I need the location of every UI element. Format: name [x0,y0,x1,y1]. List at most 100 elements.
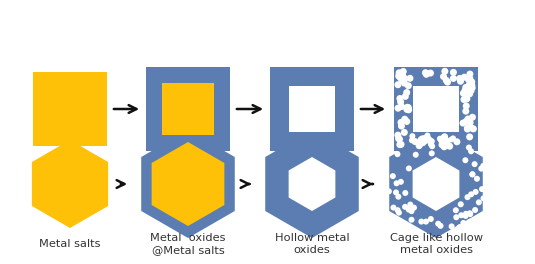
Circle shape [439,141,446,148]
Circle shape [416,142,423,149]
Circle shape [466,145,472,150]
Circle shape [486,186,492,192]
Circle shape [401,129,408,136]
Circle shape [390,173,396,179]
Circle shape [460,120,467,127]
Circle shape [463,95,470,102]
Circle shape [409,137,415,143]
Circle shape [461,74,468,81]
Circle shape [396,136,403,143]
Circle shape [468,125,475,132]
Circle shape [421,135,427,142]
Circle shape [450,135,456,142]
Circle shape [467,70,473,78]
Circle shape [423,71,430,78]
Circle shape [444,138,450,144]
Circle shape [438,223,444,229]
Polygon shape [389,130,483,238]
Circle shape [416,141,423,148]
Circle shape [479,186,485,192]
Circle shape [422,135,429,142]
Circle shape [394,81,401,88]
Circle shape [428,138,435,145]
Circle shape [399,71,406,78]
Circle shape [469,171,476,177]
Circle shape [464,125,471,132]
Circle shape [405,106,412,113]
Circle shape [399,77,406,84]
Circle shape [394,105,402,112]
Circle shape [467,211,473,217]
Circle shape [401,75,408,82]
Polygon shape [412,157,460,211]
Circle shape [409,133,415,139]
Circle shape [457,78,464,85]
Circle shape [397,98,404,106]
Circle shape [464,126,471,133]
Circle shape [398,119,404,126]
Circle shape [466,133,473,140]
Circle shape [462,108,469,115]
Circle shape [407,75,414,82]
Circle shape [398,103,405,110]
Circle shape [437,136,443,142]
Circle shape [456,230,462,235]
Circle shape [456,75,463,82]
Circle shape [440,135,446,141]
Circle shape [396,95,403,102]
Circle shape [381,182,387,188]
Circle shape [418,135,425,143]
Circle shape [398,179,404,185]
Circle shape [456,224,462,230]
Circle shape [478,166,484,172]
Circle shape [396,210,402,216]
Circle shape [460,90,467,97]
Circle shape [469,84,476,91]
Circle shape [418,219,424,225]
Circle shape [467,119,473,126]
Circle shape [472,207,478,213]
Circle shape [403,118,410,125]
Circle shape [461,220,467,226]
Circle shape [453,138,461,145]
Circle shape [462,87,469,94]
Circle shape [400,68,407,75]
Circle shape [446,143,453,150]
Circle shape [406,166,412,171]
Circle shape [395,194,401,200]
Bar [270,67,354,151]
Circle shape [474,176,480,182]
Circle shape [462,84,469,91]
Circle shape [448,223,455,229]
Circle shape [409,208,415,214]
Polygon shape [265,130,359,238]
Circle shape [463,211,469,217]
Circle shape [401,80,408,87]
Circle shape [435,221,441,227]
Circle shape [480,163,486,169]
Circle shape [404,104,411,111]
Circle shape [423,137,430,144]
Circle shape [462,157,468,163]
Circle shape [472,189,479,195]
Circle shape [472,161,478,167]
Circle shape [457,224,463,230]
Circle shape [395,69,402,76]
Circle shape [402,190,408,196]
Circle shape [396,70,403,77]
Text: Metal  oxides
@Metal salts: Metal oxides @Metal salts [150,233,226,255]
Circle shape [467,210,473,216]
Circle shape [458,212,464,218]
Circle shape [423,219,429,225]
Circle shape [440,139,446,145]
Text: Hollow metal
oxides: Hollow metal oxides [274,233,349,255]
Circle shape [440,140,447,147]
Circle shape [464,194,470,200]
Circle shape [398,122,405,130]
Circle shape [403,106,410,113]
Circle shape [391,205,396,211]
Bar [394,67,478,151]
Bar [33,72,107,146]
Circle shape [405,104,412,111]
Circle shape [441,143,448,150]
